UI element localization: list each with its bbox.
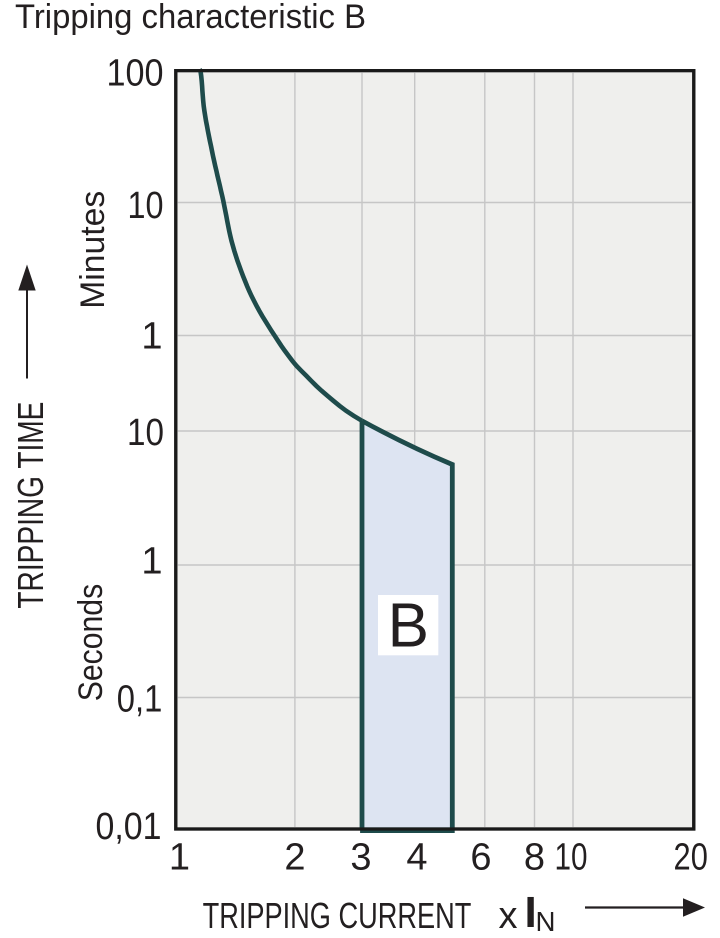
svg-text:TRIPPING TIME: TRIPPING TIME: [10, 402, 51, 609]
svg-text:10: 10: [127, 412, 164, 454]
svg-text:6: 6: [470, 836, 491, 878]
svg-text:1: 1: [141, 541, 162, 583]
svg-text:2: 2: [284, 836, 305, 878]
svg-text:I: I: [525, 888, 537, 937]
svg-text:4: 4: [406, 836, 427, 878]
svg-text:1: 1: [169, 836, 190, 878]
svg-text:N: N: [536, 906, 556, 937]
svg-text:3: 3: [350, 836, 371, 878]
svg-text:100: 100: [107, 52, 164, 94]
svg-text:TRIPPING CURRENT: TRIPPING CURRENT: [203, 895, 472, 936]
svg-text:20: 20: [674, 836, 708, 878]
svg-text:10: 10: [555, 836, 588, 878]
svg-text:8: 8: [524, 836, 545, 878]
svg-text:10: 10: [128, 185, 164, 227]
svg-text:Seconds: Seconds: [72, 584, 110, 702]
svg-text:Tripping characteristic B: Tripping characteristic B: [15, 0, 366, 36]
svg-text:Minutes: Minutes: [74, 191, 112, 309]
svg-text:0,01: 0,01: [96, 806, 162, 848]
svg-text:B: B: [388, 592, 429, 661]
svg-text:x: x: [499, 895, 518, 937]
svg-text:1: 1: [141, 316, 162, 358]
svg-text:0,1: 0,1: [117, 678, 163, 720]
